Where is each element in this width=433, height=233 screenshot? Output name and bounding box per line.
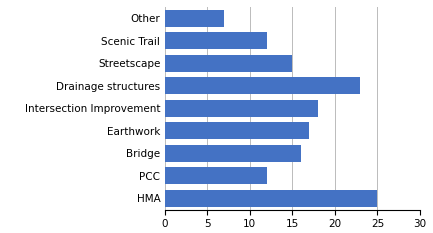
Bar	[165, 122, 309, 139]
Bar	[165, 190, 378, 207]
Bar	[165, 145, 301, 162]
Bar	[165, 10, 224, 27]
Bar	[165, 55, 292, 72]
Bar	[165, 32, 267, 49]
Bar	[165, 77, 360, 94]
Bar	[165, 168, 267, 184]
Bar	[165, 100, 318, 117]
